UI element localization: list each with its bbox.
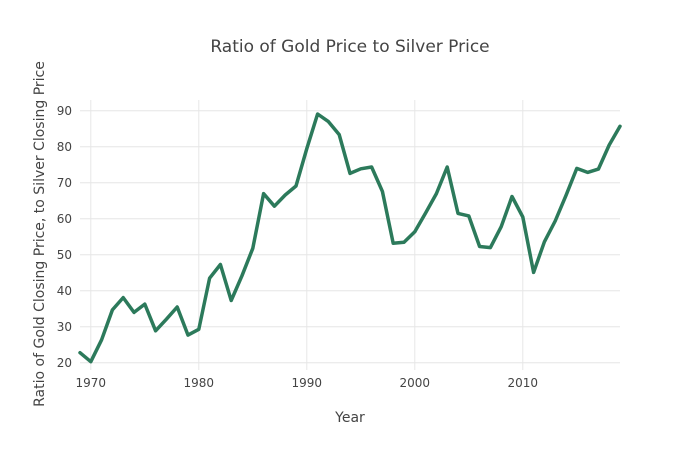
y-tick-label: 60	[57, 212, 72, 226]
x-tick-label: 1980	[184, 376, 215, 390]
y-tick-label: 50	[57, 248, 72, 262]
y-tick-label: 70	[57, 176, 72, 190]
grid	[80, 100, 620, 370]
x-tick-label: 2000	[400, 376, 431, 390]
tick-labels: 20 30 40 50 60 70 80 90 1970 1980 1990 2000 2010	[57, 104, 538, 390]
y-tick-label: 20	[57, 356, 72, 370]
series-line	[78, 112, 622, 364]
y-tick-label: 90	[57, 104, 72, 118]
x-tick-label: 1970	[76, 376, 107, 390]
y-axis-label: Ratio of Gold Closing Price, to Silver C…	[32, 61, 48, 407]
y-tick-label: 30	[57, 320, 72, 334]
y-tick-label: 40	[57, 284, 72, 298]
series-layer	[78, 112, 622, 364]
x-tick-label: 2010	[508, 376, 539, 390]
y-tick-label: 80	[57, 140, 72, 154]
x-axis-label: Year	[334, 410, 365, 426]
x-tick-label: 1990	[292, 376, 323, 390]
chart-title: Ratio of Gold Price to Silver Price	[210, 37, 489, 57]
